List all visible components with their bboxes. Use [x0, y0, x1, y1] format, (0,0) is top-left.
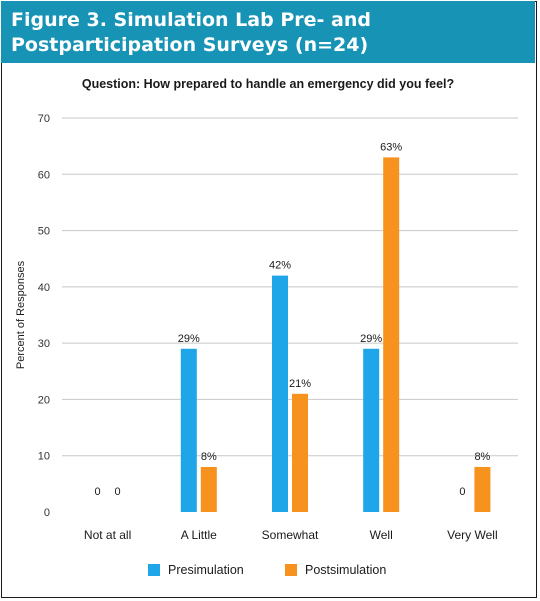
bar-postsimulation: [200, 466, 217, 512]
data-label-postsimulation: 21%: [289, 378, 311, 390]
legend-item-postsimulation: Postsimulation: [285, 563, 386, 577]
y-tick-label: 0: [44, 507, 50, 519]
bar-postsimulation: [383, 157, 400, 512]
y-axis-title: Percent of Responses: [15, 260, 27, 369]
legend-swatch-presimulation: [148, 564, 160, 576]
y-tick-label: 70: [38, 113, 50, 125]
legend-label-postsimulation: Postsimulation: [305, 563, 387, 577]
data-label-postsimulation: 0: [115, 486, 121, 498]
chart-question: Question: How prepared to handle an emer…: [81, 77, 455, 91]
bar-presimulation: [180, 348, 197, 512]
data-label-postsimulation: 8%: [201, 451, 217, 463]
y-tick-label: 60: [38, 169, 50, 181]
legend-swatch-postsimulation: [285, 564, 297, 576]
data-label-presimulation: 42%: [269, 260, 291, 272]
data-label-presimulation: 0: [459, 486, 465, 498]
figure-title: Figure 3. Simulation Lab Pre- and Postpa…: [11, 9, 371, 56]
y-tick-label: 20: [38, 394, 50, 406]
y-tick-label: 30: [38, 338, 50, 350]
data-label-presimulation: 29%: [178, 333, 200, 345]
figure-header: Figure 3. Simulation Lab Pre- and Postpa…: [1, 1, 535, 63]
x-tick-label: Very Well: [447, 528, 497, 542]
data-label-presimulation: 0: [95, 486, 101, 498]
legend-item-presimulation: Presimulation: [148, 563, 244, 577]
y-tick-label: 10: [38, 451, 50, 463]
x-tick-label: Well: [370, 528, 393, 542]
legend-label-presimulation: Presimulation: [168, 563, 244, 577]
x-tick-label: Not at all: [84, 528, 131, 542]
bar-presimulation: [363, 348, 380, 512]
x-tick-label: Somewhat: [262, 528, 319, 542]
bar-presimulation: [272, 275, 288, 512]
bar-postsimulation: [292, 393, 308, 512]
bar-postsimulation: [474, 466, 491, 512]
y-tick-label: 50: [38, 226, 50, 238]
y-tick-label: 40: [38, 282, 50, 294]
x-tick-label: A Little: [181, 528, 217, 542]
data-label-postsimulation: 63%: [380, 141, 402, 153]
data-label-postsimulation: 8%: [474, 451, 490, 463]
data-label-presimulation: 29%: [360, 333, 382, 345]
